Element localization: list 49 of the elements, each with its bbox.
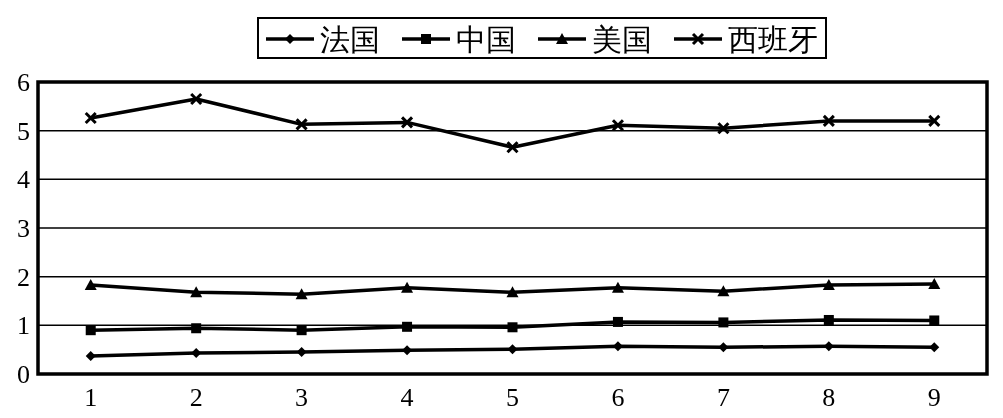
point (929, 342, 940, 353)
y-tick-label: 5 (17, 116, 30, 146)
x-tick-label: 2 (189, 383, 203, 413)
x-tick-label: 5 (506, 383, 519, 413)
point (295, 288, 308, 300)
x-tick-label: 1 (84, 383, 98, 413)
x-tick-label: 9 (927, 383, 941, 413)
y-tick-label: 2 (17, 262, 30, 292)
y-tick-label: 4 (17, 165, 30, 195)
point (716, 121, 730, 135)
point (295, 117, 309, 131)
legend-label: 美国 (592, 22, 652, 56)
point (717, 285, 730, 297)
point (191, 323, 202, 334)
x-tick-label: 4 (400, 383, 414, 413)
point (84, 278, 97, 290)
point (506, 286, 519, 298)
point (84, 111, 98, 125)
x-tick-label: 6 (611, 383, 625, 413)
point (85, 325, 96, 336)
point (401, 281, 414, 293)
point (612, 316, 623, 327)
point (718, 317, 729, 328)
x-tick-label: 8 (822, 383, 836, 413)
y-tick-label: 1 (17, 311, 30, 341)
point (928, 277, 941, 289)
point (402, 321, 413, 332)
y-tick-label: 3 (17, 214, 30, 244)
point (189, 92, 203, 106)
point (927, 114, 941, 128)
x-tick-label: 7 (716, 383, 730, 413)
point (190, 286, 203, 298)
point (611, 281, 624, 293)
point (85, 350, 96, 361)
point (611, 118, 625, 132)
legend-label: 西班牙 (728, 22, 818, 56)
point (506, 140, 519, 154)
point (822, 114, 836, 128)
point (400, 115, 414, 129)
point (822, 278, 835, 290)
x-tick-label: 3 (295, 383, 309, 413)
y-tick-label: 6 (17, 68, 30, 98)
point (296, 325, 307, 336)
legend-label: 中国 (456, 22, 516, 56)
y-tick-label: 0 (17, 360, 30, 390)
point (507, 322, 518, 333)
point (929, 315, 940, 326)
legend-label: 法国 (320, 22, 380, 56)
point (823, 314, 834, 325)
